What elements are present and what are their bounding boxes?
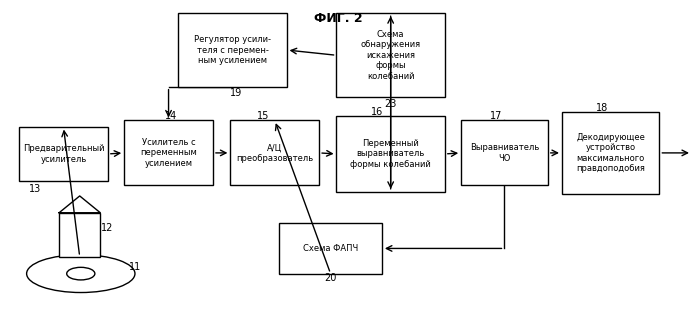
Bar [178,13,287,87]
Text: 20: 20 [324,273,336,283]
Text: Декодирующее
устройство
максимального
правдоподобия: Декодирующее устройство максимального пр… [576,133,645,173]
Text: 23: 23 [384,99,397,108]
Text: 13: 13 [29,184,41,193]
Text: Схема ФАПЧ: Схема ФАПЧ [303,244,358,253]
Text: Переменный
выравниватель
формы колебаний: Переменный выравниватель формы колебаний [350,139,431,169]
Bar [279,223,382,274]
Text: 19: 19 [229,88,242,98]
Text: Регулятор усили-
теля с перемен-
ным усилением: Регулятор усили- теля с перемен- ным уси… [194,35,271,65]
Text: 14: 14 [164,111,177,121]
Bar [19,127,108,181]
Bar [336,13,445,97]
Text: Предварительный
усилитель: Предварительный усилитель [22,144,104,164]
Bar [336,116,445,192]
Bar [124,120,213,185]
Text: 15: 15 [257,111,269,121]
Text: 11: 11 [129,262,141,272]
Bar [230,120,319,185]
Text: Усилитель с
переменным
усилением: Усилитель с переменным усилением [140,138,197,168]
Text: А/Ц
преобразователь: А/Ц преобразователь [236,143,313,163]
Bar [562,112,659,194]
Text: ФИГ. 2: ФИГ. 2 [315,12,363,25]
Bar [59,213,100,257]
Bar [461,120,548,185]
Text: 17: 17 [489,111,502,121]
Text: 16: 16 [370,107,383,117]
Text: Схема
обнаружения
искажения
формы
колебаний: Схема обнаружения искажения формы колеба… [361,30,421,81]
Ellipse shape [27,255,135,293]
Text: Выравниватель
ЧО: Выравниватель ЧО [470,143,539,163]
Ellipse shape [66,267,95,280]
Text: 12: 12 [101,224,113,233]
Text: 18: 18 [596,103,608,113]
